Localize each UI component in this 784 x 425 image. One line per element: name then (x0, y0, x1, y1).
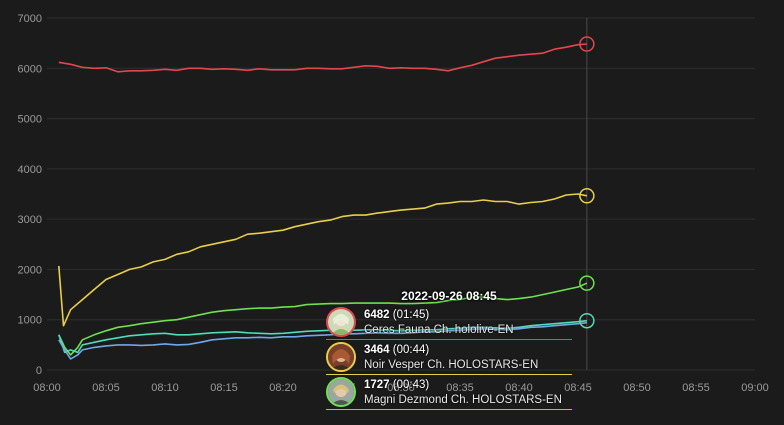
x-tick-label: 08:35 (446, 382, 474, 394)
tooltip-entry: 1727 (00:43) Magni Dezmond Ch. HOLOSTARS… (326, 376, 572, 410)
series-end-marker (579, 312, 595, 329)
x-tick-label: 08:15 (210, 382, 238, 394)
series-end-marker (579, 36, 595, 52)
tooltip-entry: 3464 (00:44) Noir Vesper Ch. HOLOSTARS-E… (326, 341, 572, 375)
tooltip-value: 6482 (364, 309, 390, 321)
tooltip-value: 1727 (364, 379, 390, 391)
tooltip-value: 3464 (364, 344, 390, 356)
y-tick-label: 0 (36, 365, 42, 377)
hover-tooltip: 2022-09-26 08:45 6482 (01:45) Ceres Faun… (326, 288, 572, 411)
series-line[interactable] (58, 193, 588, 327)
series-end-marker (579, 188, 595, 204)
y-tick-label: 4000 (18, 164, 42, 176)
series-line[interactable] (58, 282, 588, 356)
tooltip-duration: (00:43) (392, 379, 430, 391)
tooltip-time: 2022-09-26 08:45 (401, 289, 497, 303)
y-tick-label: 6000 (18, 63, 42, 75)
x-tick-label: 08:50 (623, 382, 651, 394)
series-line[interactable] (58, 321, 587, 360)
y-tick-label: 3000 (18, 214, 42, 226)
tooltip-entry: 6482 (01:45) Ceres Fauna Ch. hololive-EN (326, 306, 572, 340)
grid (47, 17, 755, 371)
x-tick-label: 08:00 (33, 382, 61, 394)
y-axis: 0 1000 2000 3000 4000 5000 6000 7000 (18, 13, 42, 377)
tooltip-channel-name: Noir Vesper Ch. HOLOSTARS-EN (364, 359, 539, 371)
tooltip-channel-name: Magni Dezmond Ch. HOLOSTARS-EN (364, 394, 562, 406)
y-tick-label: 2000 (18, 264, 42, 276)
tooltip-duration: (00:44) (392, 344, 430, 356)
x-tick-label: 09:00 (741, 382, 769, 394)
x-tick-label: 08:55 (682, 382, 710, 394)
avatar (326, 307, 356, 337)
y-tick-label: 5000 (18, 114, 42, 126)
series-end-marker (579, 275, 595, 291)
series-line[interactable] (58, 43, 587, 73)
x-tick-label: 08:40 (505, 382, 533, 394)
series-lines[interactable] (58, 43, 588, 360)
y-tick-label: 1000 (18, 315, 42, 327)
y-tick-label: 7000 (18, 13, 42, 25)
x-tick-label: 08:30 (387, 382, 415, 394)
x-tick-label: 08:45 (564, 382, 592, 394)
tooltip-duration: (01:45) (392, 309, 430, 321)
avatar (326, 342, 356, 372)
series-line[interactable] (58, 319, 587, 354)
avatar (326, 377, 356, 407)
tooltip-channel-name: Ceres Fauna Ch. hololive-EN (364, 324, 514, 336)
x-tick-label: 08:20 (269, 382, 297, 394)
series-end-markers (579, 36, 595, 329)
x-tick-label: 08:05 (92, 382, 120, 394)
x-tick-label: 08:10 (151, 382, 179, 394)
